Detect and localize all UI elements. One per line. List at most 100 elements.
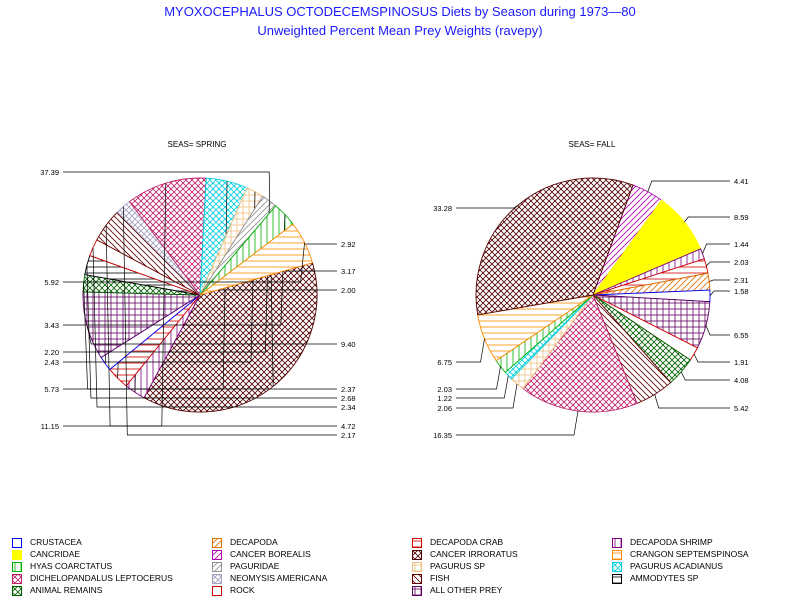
legend-swatch xyxy=(612,538,622,548)
legend-item-animal-remains: ANIMAL REMAINS xyxy=(12,585,202,597)
leader-line xyxy=(122,206,337,436)
leader-line xyxy=(63,242,305,283)
legend-label: ROCK xyxy=(230,585,255,595)
legend-swatch xyxy=(612,562,622,572)
slice-label: 1.44 xyxy=(734,240,749,249)
slice-label: 33.28 xyxy=(433,204,452,213)
leader-line xyxy=(647,180,730,192)
slice-label: 2.20 xyxy=(44,348,59,357)
legend-swatch xyxy=(12,550,22,560)
legend-label: CANCER IRRORATUS xyxy=(430,549,518,559)
slice-label: 9.40 xyxy=(341,340,356,349)
legend-swatch xyxy=(12,538,22,548)
legend-label: DICHELOPANDALUS LEPTOCERUS xyxy=(30,573,173,583)
leader-line xyxy=(706,261,730,267)
pie-title: SEAS= SPRING xyxy=(168,140,227,149)
legend-label: CRANGON SEPTEMSPINOSA xyxy=(630,549,749,559)
leader-line xyxy=(456,375,509,399)
slice-label: 5.92 xyxy=(44,278,59,287)
legend-label: ANIMAL REMAINS xyxy=(30,585,103,595)
legend-label: DECAPODA SHRIMP xyxy=(630,537,713,547)
slice-label: 37.39 xyxy=(40,168,59,177)
slice-label: 2.06 xyxy=(437,404,452,413)
legend-label: HYAS COARCTATUS xyxy=(30,561,113,571)
leader-line xyxy=(680,371,730,381)
leader-line xyxy=(684,216,730,223)
legend-label: PAGURUS SP xyxy=(430,561,486,571)
legend-swatch xyxy=(412,550,422,560)
slice-label: 2.00 xyxy=(341,286,356,295)
leader-line xyxy=(456,366,501,390)
fall-pie-chart: SEAS= FALL 4.41 8.59 1.44 2.03 2.31 1.58 6.55 1.… xyxy=(433,140,748,440)
chart-title: MYOXOCEPHALUS OCTODECEMSPINOSUS Diets by… xyxy=(164,4,636,19)
legend-swatch xyxy=(212,586,222,596)
legend-swatch xyxy=(12,562,22,572)
legend-swatch xyxy=(412,586,422,596)
leader-line xyxy=(456,204,519,209)
leader-line xyxy=(86,264,337,399)
leader-line xyxy=(456,410,579,436)
slice-label: 2.03 xyxy=(734,258,749,267)
legend-item-crustacea: CRUSTACEA xyxy=(12,537,202,549)
slice-label: 8.59 xyxy=(734,213,749,222)
leader-line xyxy=(456,338,485,363)
slice-label: 2.43 xyxy=(44,358,59,367)
legend-label: CRUSTACEA xyxy=(30,537,82,547)
legend-label: CANCER BOREALIS xyxy=(230,549,311,559)
leader-line xyxy=(702,243,730,254)
legend-label: PAGURUS ACADIANUS xyxy=(630,561,723,571)
leader-line xyxy=(705,325,730,336)
legend-swatch xyxy=(12,574,22,584)
slice-label: 2.03 xyxy=(437,385,452,394)
legend-item-all-other-prey: ALL OTHER PREY xyxy=(412,585,602,597)
legend-label: ALL OTHER PREY xyxy=(430,585,503,595)
slice-label: 6.75 xyxy=(437,358,452,367)
legend-swatch xyxy=(12,586,22,596)
legend-item-decapoda-shrimp: DECAPODA SHRIMP xyxy=(612,537,800,549)
legend-swatch xyxy=(612,550,622,560)
legend-item-pagurus-sp: PAGURUS SP xyxy=(412,561,602,573)
slice-label: 4.08 xyxy=(734,376,749,385)
slice-label: 3.17 xyxy=(341,267,356,276)
legend-item-cancer-irroratus: CANCER IRRORATUS xyxy=(412,549,602,561)
slice-label: 2.34 xyxy=(341,403,356,412)
slice-label: 5.42 xyxy=(734,404,749,413)
slice-label: 11.15 xyxy=(41,422,59,431)
slice-label: 6.55 xyxy=(734,331,749,340)
legend-swatch xyxy=(412,574,422,584)
legend-item-cancer-borealis: CANCER BOREALIS xyxy=(212,549,402,561)
legend-item-pagurus-acadianus: PAGURUS ACADIANUS xyxy=(612,561,800,573)
legend-label: PAGURIDAE xyxy=(230,561,280,571)
slice-label: 2.92 xyxy=(341,240,356,249)
leader-line xyxy=(709,279,730,282)
leader-line xyxy=(456,383,518,409)
legend-item-hyas-coarctatus: HYAS COARCTATUS xyxy=(12,561,202,573)
legend-swatch xyxy=(212,574,222,584)
slice-label: 2.37 xyxy=(341,385,356,394)
legend-item-neomysis-americana: NEOMYSIS AMERICANA xyxy=(212,573,402,585)
pie-title: SEAS= FALL xyxy=(569,140,616,149)
legend-label: AMMODYTES SP xyxy=(630,573,699,583)
legend-label: FISH xyxy=(430,573,450,583)
legend-swatch xyxy=(212,538,222,548)
legend-swatch xyxy=(212,562,222,572)
slice-label: 1.22 xyxy=(437,394,452,403)
leader-line xyxy=(63,171,274,387)
legend-item-decapoda-crab: DECAPODA CRAB xyxy=(412,537,602,549)
spring-pie-chart: SEAS= SPRING 37.39 2.92 3.17 2.00 9.40 2.372.6… xyxy=(40,140,355,440)
legend-item-cancridae: CANCRIDAE xyxy=(12,549,202,561)
slice-label: 2.31 xyxy=(734,276,749,285)
legend-label: DECAPODA xyxy=(230,537,278,547)
legend-swatch xyxy=(412,562,422,572)
legend-item-ammodytes-sp: AMMODYTES SP xyxy=(612,573,800,585)
slice-label: 3.43 xyxy=(44,321,59,330)
legend-swatch xyxy=(612,574,622,584)
legend-label: NEOMYSIS AMERICANA xyxy=(230,573,328,583)
legend-item-paguridae: PAGURIDAE xyxy=(212,561,402,573)
legend-item-crangon-septemspinosa: CRANGON SEPTEMSPINOSA xyxy=(612,549,800,561)
leader-line xyxy=(693,353,730,363)
slice-label: 16.35 xyxy=(433,431,452,440)
leader-line xyxy=(709,290,730,297)
